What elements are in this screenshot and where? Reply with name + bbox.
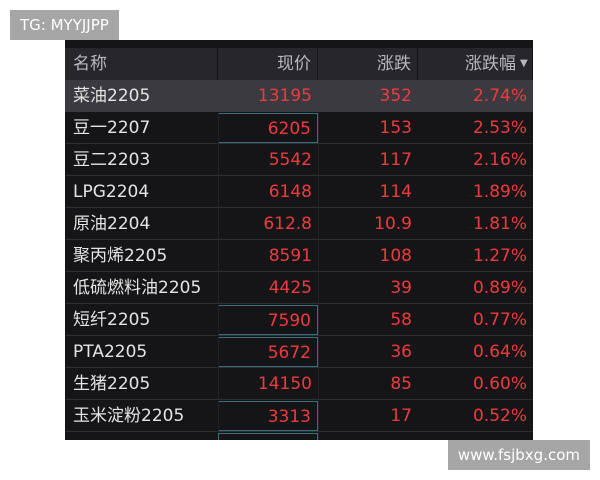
- column-header[interactable]: 现价: [218, 48, 318, 80]
- quote-value[interactable]: 17: [390, 406, 412, 426]
- row-divider: [65, 367, 533, 368]
- contract-name[interactable]: 低硫燃料油2205: [73, 278, 202, 298]
- contract-name[interactable]: 豆二2203: [73, 150, 151, 170]
- quote-value[interactable]: 14150: [257, 374, 312, 394]
- quote-value[interactable]: 10.9: [374, 214, 412, 234]
- quote-value[interactable]: 0.89%: [472, 278, 527, 298]
- quote-value[interactable]: 58: [390, 310, 412, 330]
- row-divider: [65, 303, 533, 304]
- quote-value[interactable]: 352: [379, 86, 412, 106]
- row-divider: [65, 239, 533, 240]
- quote-value[interactable]: 0.77%: [472, 310, 527, 330]
- contract-name[interactable]: 原油2204: [73, 214, 151, 234]
- quote-value[interactable]: 612.8: [263, 214, 312, 234]
- quote-value[interactable]: 0.64%: [472, 342, 527, 362]
- quote-value[interactable]: 114: [379, 182, 412, 202]
- quote-value[interactable]: 3313: [218, 401, 318, 431]
- quote-value[interactable]: 39: [390, 278, 412, 298]
- row-divider: [65, 335, 533, 336]
- row-divider: [65, 399, 533, 400]
- watermark: TG: MYYJJPP: [10, 10, 119, 40]
- quote-value[interactable]: 8591: [268, 246, 312, 266]
- quote-table: 名称 现价 涨跌 涨跌幅 ▼ 菜油2205 13195 352 2.74% 豆一2207 6205 1…: [65, 40, 533, 440]
- quote-value[interactable]: 6205: [218, 113, 318, 143]
- quote-value[interactable]: 1.89%: [472, 182, 527, 202]
- quote-value[interactable]: 4425: [268, 278, 312, 298]
- quote-value[interactable]: 13195: [257, 86, 312, 106]
- quote-value[interactable]: 2.53%: [472, 118, 527, 138]
- quote-value[interactable]: 6148: [268, 182, 312, 202]
- quote-value[interactable]: 0.60%: [472, 374, 527, 394]
- column-header[interactable]: 名称: [65, 48, 218, 80]
- quote-value[interactable]: 1.81%: [472, 214, 527, 234]
- quote-value[interactable]: 36: [390, 342, 412, 362]
- quote-value[interactable]: 5672: [218, 337, 318, 367]
- contract-name[interactable]: 聚丙烯2205: [73, 246, 168, 266]
- sort-arrow: ▼: [520, 58, 528, 69]
- partial-row-box: [218, 433, 318, 440]
- row-divider: [65, 431, 533, 432]
- row-divider: [65, 207, 533, 208]
- column-header[interactable]: 涨跌幅: [418, 48, 533, 80]
- watermark: www.fsjbxg.com: [447, 440, 590, 470]
- column-header[interactable]: 涨跌: [318, 48, 418, 80]
- contract-name[interactable]: 豆一2207: [73, 118, 151, 138]
- quote-value[interactable]: 2.74%: [472, 86, 527, 106]
- row-divider: [65, 143, 533, 144]
- contract-name[interactable]: 短纤2205: [73, 310, 151, 330]
- quote-value[interactable]: 108: [379, 246, 412, 266]
- quote-value[interactable]: 2.16%: [472, 150, 527, 170]
- contract-name[interactable]: 玉米淀粉2205: [73, 406, 185, 426]
- row-divider: [65, 271, 533, 272]
- quote-value[interactable]: 153: [379, 118, 412, 138]
- contract-name[interactable]: 菜油2205: [73, 86, 151, 106]
- contract-name[interactable]: 生猪2205: [73, 374, 151, 394]
- quote-value[interactable]: 5542: [268, 150, 312, 170]
- quote-value[interactable]: 85: [390, 374, 412, 394]
- selected-row: [65, 80, 533, 112]
- quote-value[interactable]: 0.52%: [472, 406, 527, 426]
- quote-value[interactable]: 7590: [218, 305, 318, 335]
- column-divider: [318, 112, 319, 440]
- contract-name[interactable]: PTA2205: [73, 342, 148, 362]
- quote-value[interactable]: 1.27%: [472, 246, 527, 266]
- column-divider: [218, 112, 219, 440]
- contract-name[interactable]: LPG2204: [73, 182, 150, 202]
- quote-value[interactable]: 117: [379, 150, 412, 170]
- row-divider: [65, 175, 533, 176]
